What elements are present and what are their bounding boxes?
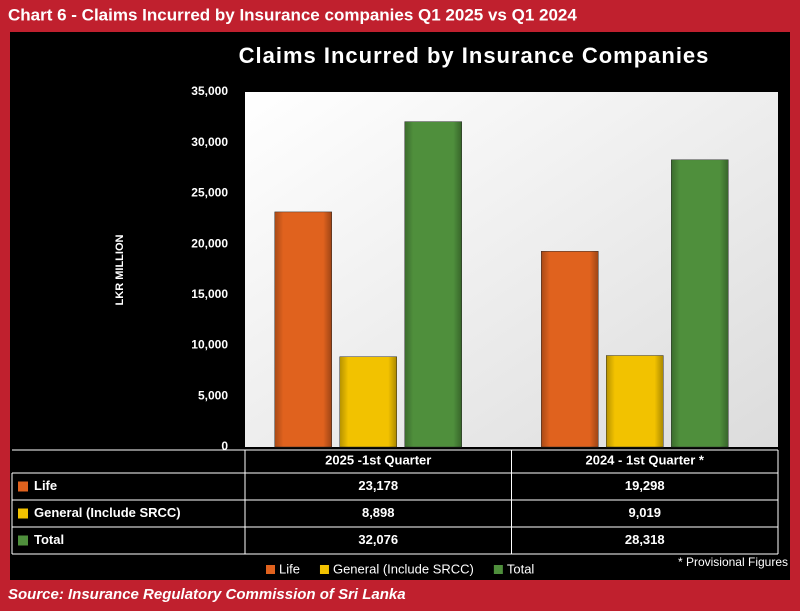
note: * Provisional Figures bbox=[678, 555, 788, 569]
table-row-label: General (Include SRCC) bbox=[34, 505, 181, 520]
table-row-label: Total bbox=[34, 532, 64, 547]
y-tick-label: 35,000 bbox=[191, 84, 228, 98]
table-swatch bbox=[18, 535, 28, 546]
legend-swatch bbox=[266, 565, 275, 574]
y-tick-label: 10,000 bbox=[191, 338, 228, 352]
legend-label: Life bbox=[279, 561, 300, 576]
legend-swatch bbox=[493, 565, 503, 574]
y-tick-label: 15,000 bbox=[191, 287, 228, 301]
legend-label: Total bbox=[507, 561, 535, 576]
bar bbox=[671, 159, 729, 448]
bar bbox=[541, 251, 599, 448]
bar bbox=[404, 121, 462, 448]
y-tick-label: 25,000 bbox=[191, 186, 228, 200]
y-tick-label: 20,000 bbox=[191, 236, 228, 250]
table-row-label: Life bbox=[34, 478, 57, 493]
y-tick-label: 5,000 bbox=[198, 388, 228, 402]
bar bbox=[606, 355, 664, 448]
y-tick-label: 30,000 bbox=[191, 135, 228, 149]
table-swatch bbox=[18, 508, 28, 519]
source: Source: Insurance Regulatory Commission … bbox=[8, 586, 406, 603]
x-tick-label: 2025 -1st Quarter bbox=[325, 452, 431, 467]
y-tick-label: 0 bbox=[221, 439, 228, 453]
y-axis-label: LKR MILLION bbox=[114, 235, 126, 306]
table-value: 8,898 bbox=[362, 505, 395, 520]
table-value: 23,178 bbox=[358, 478, 398, 493]
table-swatch bbox=[18, 481, 28, 492]
table-value: 19,298 bbox=[625, 478, 665, 493]
table-value: 32,076 bbox=[358, 532, 398, 547]
legend-swatch bbox=[319, 565, 329, 574]
chart-title: Claims Incurred by Insurance Companies bbox=[239, 43, 710, 68]
table-value: 28,318 bbox=[625, 532, 665, 547]
x-tick-label: 2024 - 1st Quarter * bbox=[585, 452, 704, 467]
table-value: 9,019 bbox=[628, 505, 661, 520]
bar bbox=[274, 211, 332, 448]
bar bbox=[339, 356, 397, 448]
header: Chart 6 - Claims Incurred by Insurance c… bbox=[8, 5, 577, 24]
legend-label: General (Include SRCC) bbox=[333, 561, 474, 576]
